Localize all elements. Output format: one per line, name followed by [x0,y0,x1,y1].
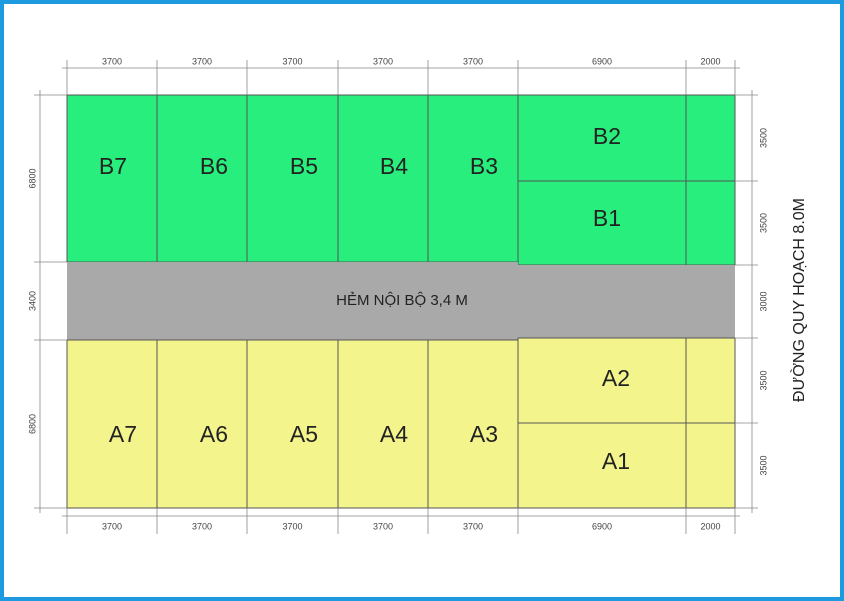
dim-label: 3700 [192,521,212,531]
dim-label: 6800 [27,414,37,434]
lot-label: A1 [602,448,630,474]
lot-label: B5 [290,153,318,179]
lot-a2 [517,337,687,424]
lot-label: B4 [380,153,408,179]
alley [67,262,735,340]
dim-label: 3500 [758,370,768,390]
lot-label: A7 [109,421,137,447]
dim-label: 3700 [102,56,122,66]
yellow-row [66,339,519,509]
dim-label: 3700 [282,56,302,66]
strip [685,337,736,424]
lot-label: A6 [200,421,228,447]
dim-label: 3500 [758,213,768,233]
dim-label: 3400 [27,291,37,311]
dim-label: 3700 [192,56,212,66]
dim-label: 3700 [373,56,393,66]
lot-label: A2 [602,365,630,391]
lot-label: B7 [99,153,127,179]
generated: 3700 3700 3700 3700 3700 6900 2000 3700 3700 3700… [27,56,768,534]
dim-label: 2000 [700,56,720,66]
dim-label: 6800 [27,168,37,188]
dim-label: 3700 [463,521,483,531]
green-row [66,94,519,263]
lot-label: B3 [470,153,498,179]
lot-a1 [517,422,687,509]
dim-label: 3700 [463,56,483,66]
alley-label: HẺM NỘI BỘ 3,4 M [336,292,468,309]
dim-label: 3700 [102,521,122,531]
dim-label: 6900 [592,521,612,531]
lot-label: A4 [380,421,408,447]
lot-label: B2 [593,123,621,149]
lot-label: A3 [470,421,498,447]
lot-b1 [517,180,687,266]
dim-label: 3700 [282,521,302,531]
dim-label: 2000 [700,521,720,531]
lot-b2 [517,94,687,182]
strip [685,180,736,266]
lot-label: B1 [593,205,621,231]
lot-label: A5 [290,421,318,447]
lot-label: B6 [200,153,228,179]
strip [685,422,736,509]
dim-label: 3000 [758,291,768,311]
road-label: ĐƯỜNG QUY HOẠCH 8.0M [789,198,808,402]
dim-label: 3500 [758,128,768,148]
dim-label: 3700 [373,521,393,531]
dim-label: 3500 [758,455,768,475]
strip [685,94,736,182]
dim-label: 6900 [592,56,612,66]
